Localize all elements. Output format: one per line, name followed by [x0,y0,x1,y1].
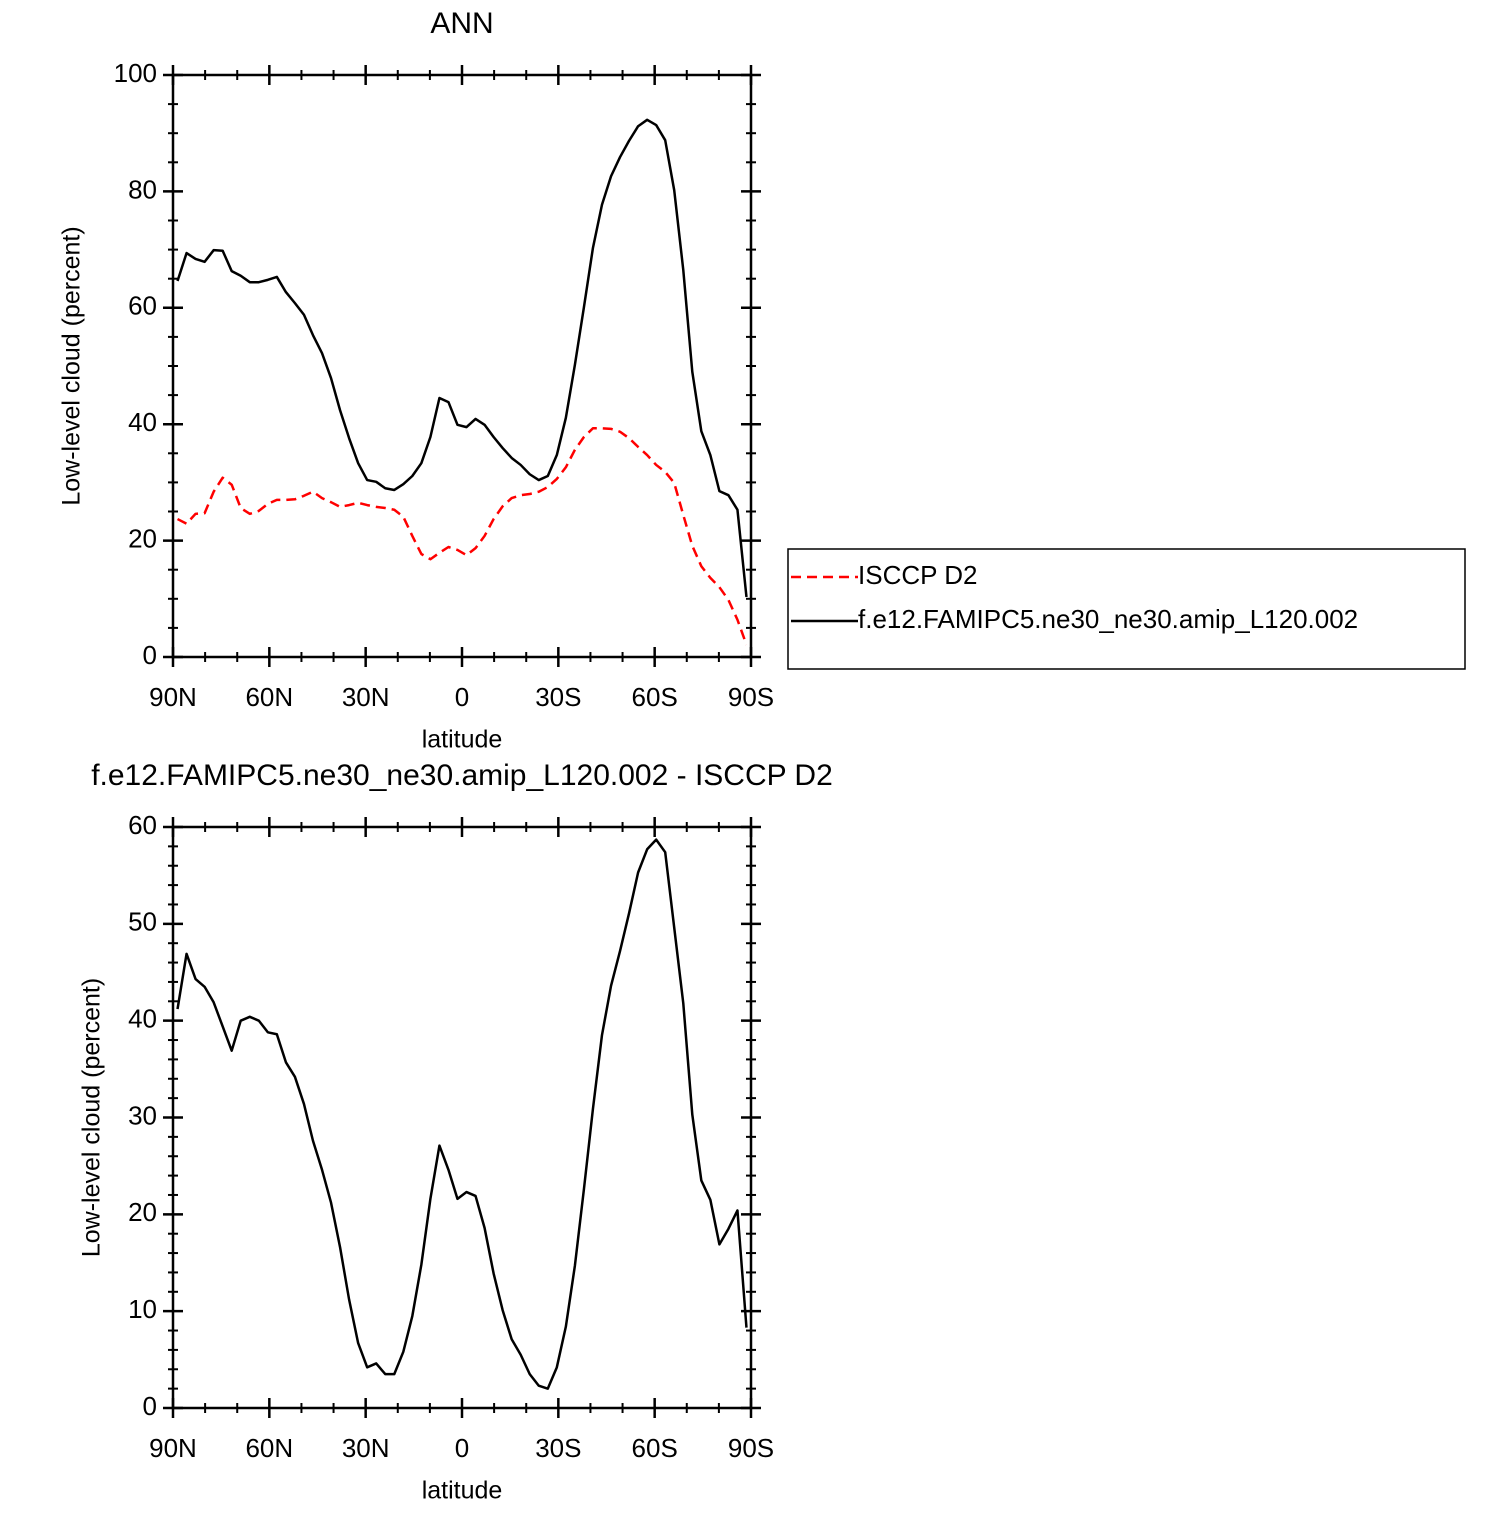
legend-label: ISCCP D2 [858,560,977,590]
y-tick-label: 30 [128,1100,157,1130]
y-tick-label: 0 [143,1391,157,1421]
y-tick-label: 80 [128,174,157,204]
data-line [176,118,748,598]
x-tick-label: 30S [535,682,581,712]
y-tick-label: 0 [143,640,157,670]
x-tick-label: 0 [455,682,469,712]
y-tick-label: 20 [128,1197,157,1227]
y-tick-label: 20 [128,523,157,553]
y-tick-label: 60 [128,291,157,321]
y-axis-label: Low-level cloud (percent) [58,226,86,505]
x-tick-label: 90S [728,1433,774,1463]
legend-box [787,548,1466,670]
y-tick-label: 10 [128,1294,157,1324]
x-tick-label: 60S [632,682,678,712]
x-tick-label: 60N [245,1433,293,1463]
x-tick-label: 30S [535,1433,581,1463]
x-axis-label: latitude [422,726,503,754]
plot-frame [171,825,753,1410]
chart-title: ANN [430,7,493,40]
y-tick-label: 40 [128,407,157,437]
x-tick-label: 60N [245,682,293,712]
x-tick-label: 90N [149,682,197,712]
x-tick-label: 90N [149,1433,197,1463]
chart-title: f.e12.FAMIPC5.ne30_ne30.amip_L120.002 - … [91,759,833,792]
data-line [176,427,748,646]
plot-frame [171,73,753,659]
x-tick-label: 60S [632,1433,678,1463]
y-tick-label: 40 [128,1004,157,1034]
x-tick-label: 30N [342,1433,390,1463]
y-tick-label: 100 [114,58,157,88]
y-axis-label: Low-level cloud (percent) [78,978,106,1257]
y-tick-label: 50 [128,907,157,937]
x-axis-label: latitude [422,1477,503,1505]
x-tick-label: 90S [728,682,774,712]
legend-label: f.e12.FAMIPC5.ne30_ne30.amip_L120.002 [858,604,1358,634]
x-tick-label: 0 [455,1433,469,1463]
data-line [176,838,748,1390]
x-tick-label: 30N [342,682,390,712]
y-tick-label: 60 [128,810,157,840]
